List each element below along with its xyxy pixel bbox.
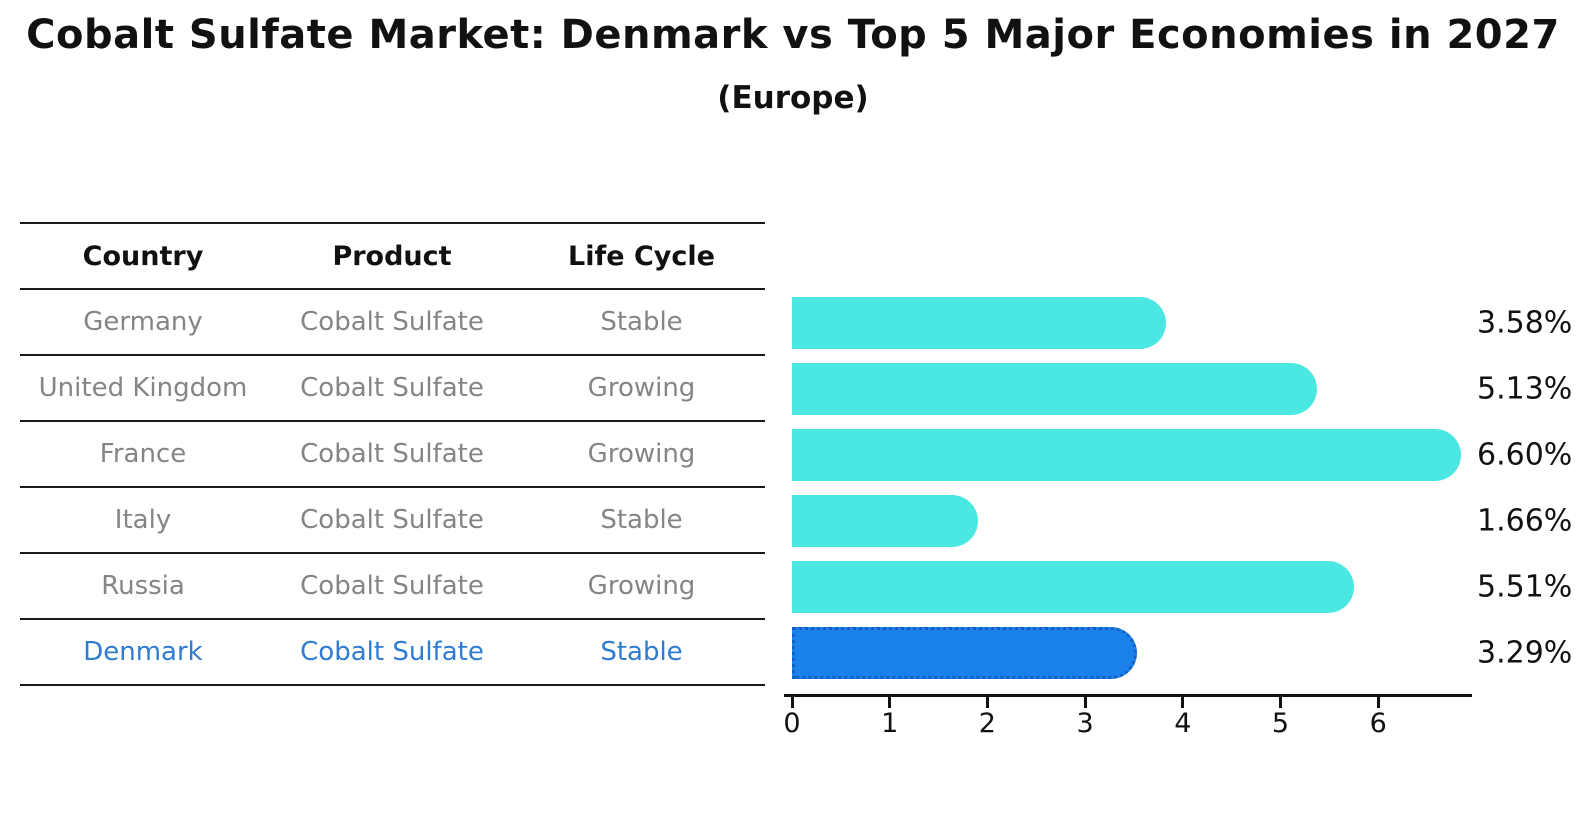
x-axis-tick-label-4: 4 — [1174, 708, 1192, 739]
life-cycle-cell: Stable — [600, 637, 683, 667]
country-cell: United Kingdom — [38, 373, 248, 403]
value-label-france: 6.60% — [1477, 437, 1573, 473]
x-axis-tick-label-3: 3 — [1076, 708, 1094, 739]
product-cell: Cobalt Sulfate — [300, 637, 484, 667]
x-axis-tick-1 — [888, 697, 892, 708]
table-body: Germany Cobalt Sulfate Stable United Kingdo… — [20, 290, 765, 686]
table-row-france: France Cobalt Sulfate Growing — [20, 422, 765, 488]
x-axis-tick-label-1: 1 — [881, 708, 899, 739]
x-axis-tick-5 — [1279, 697, 1282, 708]
life-cycle-cell: Growing — [587, 373, 696, 403]
country-cell: Italy — [114, 505, 172, 535]
x-axis-tick-0 — [790, 697, 794, 708]
x-axis-tick-4 — [1181, 697, 1185, 708]
comparison-table: Country Product Life Cycle Germany Cobalt… — [20, 222, 765, 686]
product-cell: Cobalt Sulfate — [300, 307, 484, 337]
x-axis-tick-6 — [1376, 697, 1380, 708]
x-axis-tick-label-6: 6 — [1369, 708, 1387, 739]
value-label-germany: 3.58% — [1477, 305, 1573, 341]
value-label-russia: 5.51% — [1477, 569, 1573, 605]
bar-france — [792, 429, 1461, 481]
table-header-country: Country — [82, 240, 204, 272]
x-axis-tick-2 — [985, 697, 989, 708]
country-cell: Denmark — [83, 637, 203, 667]
product-cell: Cobalt Sulfate — [300, 373, 484, 403]
country-cell: France — [99, 439, 187, 469]
table-row-united-kingdom: United Kingdom Cobalt Sulfate Growing — [20, 356, 765, 422]
table-row-italy: Italy Cobalt Sulfate Stable — [20, 488, 765, 554]
x-axis-line — [784, 694, 1472, 697]
table-header-product: Product — [332, 240, 452, 272]
bar-united-kingdom — [792, 363, 1318, 415]
value-label-united-kingdom: 5.13% — [1477, 371, 1573, 407]
chart-subtitle: (Europe) — [717, 80, 869, 116]
chart-title: Cobalt Sulfate Market: Denmark vs Top 5 … — [26, 12, 1560, 58]
bar-italy — [792, 495, 979, 547]
country-cell: Germany — [83, 307, 203, 337]
product-cell: Cobalt Sulfate — [300, 571, 484, 601]
value-label-denmark: 3.29% — [1477, 635, 1573, 671]
table-row-germany: Germany Cobalt Sulfate Stable — [20, 290, 765, 356]
bar-russia — [792, 561, 1355, 613]
table-row-russia: Russia Cobalt Sulfate Growing — [20, 554, 765, 620]
country-cell: Russia — [101, 571, 185, 601]
life-cycle-cell: Growing — [587, 439, 696, 469]
table-header-row: Country Product Life Cycle — [20, 222, 765, 290]
table-row-denmark: Denmark Cobalt Sulfate Stable — [20, 620, 765, 686]
product-cell: Cobalt Sulfate — [300, 505, 484, 535]
x-axis-tick-label-0: 0 — [783, 708, 801, 739]
x-axis-tick-label-2: 2 — [978, 708, 996, 739]
x-axis-tick-label-5: 5 — [1271, 708, 1290, 739]
product-cell: Cobalt Sulfate — [300, 439, 484, 469]
life-cycle-cell: Stable — [600, 307, 683, 337]
bar-denmark — [792, 627, 1138, 679]
value-label-italy: 1.66% — [1477, 503, 1573, 539]
life-cycle-cell: Stable — [600, 505, 683, 535]
life-cycle-cell: Growing — [587, 571, 696, 601]
bar-germany — [792, 297, 1166, 349]
table-header-life-cycle: Life Cycle — [568, 240, 715, 272]
x-axis-tick-3 — [1083, 697, 1087, 708]
